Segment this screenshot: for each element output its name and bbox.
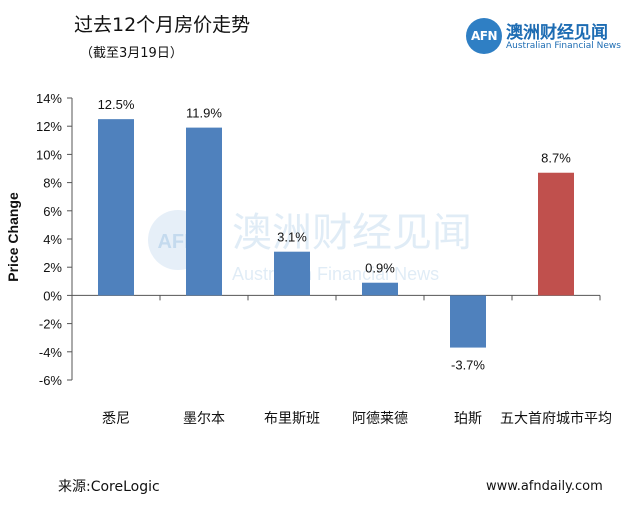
- y-tick-label: 0%: [43, 288, 62, 303]
- y-tick-label: 12%: [36, 119, 62, 134]
- data-label: 0.9%: [365, 261, 395, 276]
- y-tick-label: -2%: [39, 317, 63, 332]
- bar: [538, 172, 574, 296]
- afn-logo-icon: AFN: [466, 18, 502, 54]
- x-tick-label: 珀斯: [454, 410, 482, 426]
- x-tick-label: 阿德莱德: [352, 410, 408, 426]
- data-label: 8.7%: [541, 151, 571, 166]
- brand-name-en: Australian Financial News: [506, 41, 621, 51]
- bar: [362, 282, 398, 296]
- website-url: www.afndaily.com: [486, 479, 603, 494]
- y-tick-label: 8%: [43, 176, 62, 191]
- chart-subtitle: （截至3月19日）: [80, 46, 183, 61]
- y-tick-label: 10%: [36, 147, 62, 162]
- bar: [450, 295, 486, 348]
- bar: [186, 127, 222, 296]
- source-note: 来源:CoreLogic: [58, 479, 160, 495]
- chart-title: 过去12个月房价走势: [74, 14, 251, 36]
- y-tick-label: 4%: [43, 232, 62, 247]
- data-label: 3.1%: [277, 230, 307, 245]
- y-tick-label: 2%: [43, 260, 62, 275]
- bar: [274, 251, 310, 296]
- y-tick-label: 14%: [36, 91, 62, 106]
- bar: [98, 119, 134, 296]
- x-tick-label: 五大首府城市平均: [500, 410, 612, 426]
- data-label: 12.5%: [98, 97, 135, 112]
- watermark-name-en: Australian Financial News: [232, 264, 439, 284]
- brand-logo: AFN 澳洲财经见闻 Australian Financial News: [466, 18, 626, 58]
- y-tick-label: 6%: [43, 204, 62, 219]
- x-tick-label: 墨尔本: [183, 410, 225, 426]
- brand-name-cn: 澳洲财经见闻: [506, 23, 608, 43]
- watermark-name-cn: 澳洲财经见闻: [232, 211, 472, 255]
- x-tick-label: 布里斯班: [264, 410, 320, 426]
- data-label: -3.7%: [451, 358, 485, 373]
- y-tick-label: -4%: [39, 345, 63, 360]
- x-tick-label: 悉尼: [102, 410, 130, 426]
- data-label: 11.9%: [186, 106, 222, 121]
- y-axis-title: Price Change: [5, 192, 21, 282]
- y-tick-label: -6%: [39, 373, 63, 388]
